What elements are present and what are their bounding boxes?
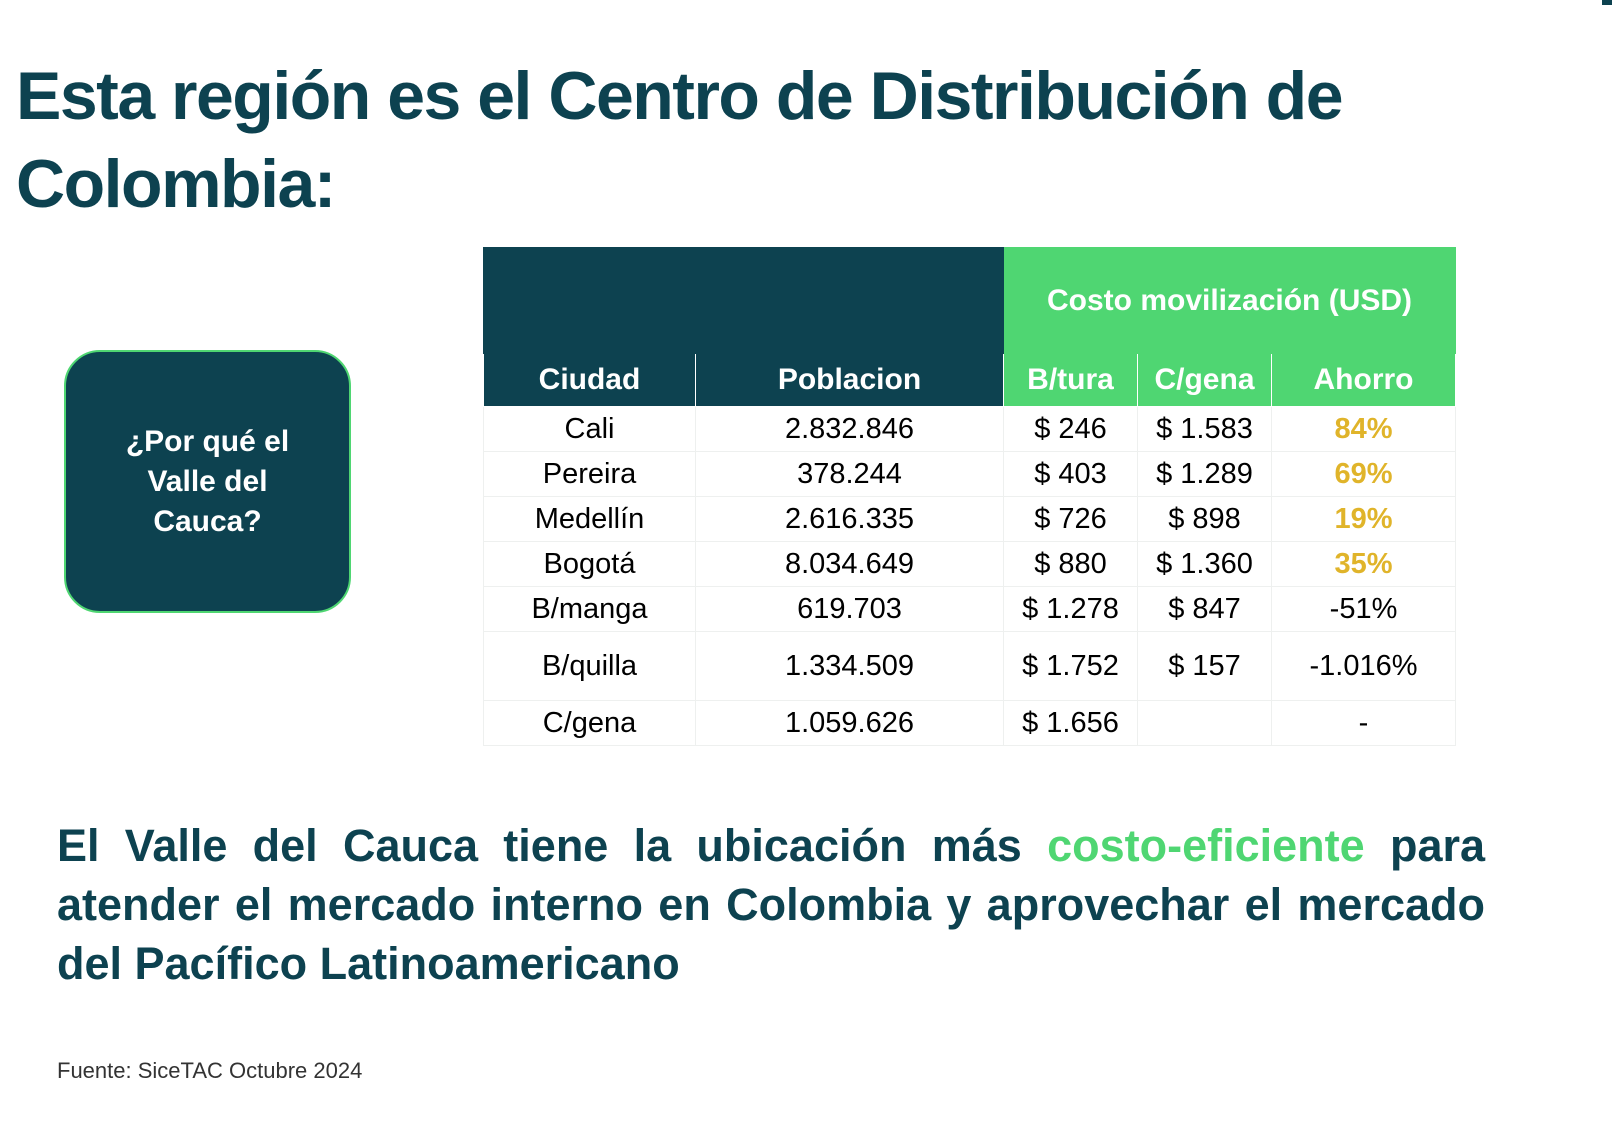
- question-box: ¿Por qué el Valle del Cauca?: [64, 350, 351, 613]
- cell-ahorro: -: [1270, 700, 1457, 746]
- table-row: Pereira 378.244 $ 403 $ 1.289 69%: [483, 451, 1457, 497]
- cell-poblacion: 619.703: [695, 586, 1004, 632]
- question-text: ¿Por qué el Valle del Cauca?: [125, 424, 290, 538]
- cell-cgena: $ 1.583: [1137, 406, 1272, 452]
- cell-cgena: $ 1.289: [1137, 451, 1272, 497]
- conclusion-part: El Valle del Cauca tiene la ubicación má…: [57, 820, 1048, 871]
- cell-ahorro: 19%: [1270, 496, 1457, 542]
- group-header: Costo movilización (USD): [1002, 247, 1457, 354]
- col-header-cgena: C/gena: [1137, 353, 1272, 407]
- col-header-btura: B/tura: [1003, 353, 1138, 407]
- cell-ciudad: Medellín: [483, 496, 696, 542]
- cell-ahorro: -1.016%: [1270, 631, 1457, 701]
- cell-cgena: [1137, 700, 1272, 746]
- cell-btura: $ 1.656: [1003, 700, 1138, 746]
- cell-btura: $ 403: [1003, 451, 1138, 497]
- cell-ahorro: -51%: [1270, 586, 1457, 632]
- cell-poblacion: 8.034.649: [695, 541, 1004, 587]
- conclusion-highlight: costo-eficiente: [1047, 820, 1365, 871]
- table-row: B/quilla 1.334.509 $ 1.752 $ 157 -1.016%: [483, 631, 1457, 701]
- cell-ahorro: 84%: [1270, 406, 1457, 452]
- cell-poblacion: 2.832.846: [695, 406, 1004, 452]
- table-row: Bogotá 8.034.649 $ 880 $ 1.360 35%: [483, 541, 1457, 587]
- cost-table: Costo movilización (USD) Ciudad Poblacio…: [483, 247, 1457, 746]
- col-header-ciudad: Ciudad: [483, 353, 696, 407]
- table-row: Medellín 2.616.335 $ 726 $ 898 19%: [483, 496, 1457, 542]
- table-row: B/manga 619.703 $ 1.278 $ 847 -51%: [483, 586, 1457, 632]
- cell-ahorro: 69%: [1270, 451, 1457, 497]
- cell-poblacion: 1.334.509: [695, 631, 1004, 701]
- page-title: Esta región es el Centro de Distribución…: [16, 58, 1344, 222]
- source-note: Fuente: SiceTAC Octubre 2024: [57, 1058, 363, 1083]
- conclusion-part: para atender el mercado interno en Colom…: [57, 820, 1486, 989]
- cell-ahorro: 35%: [1270, 541, 1457, 587]
- cell-poblacion: 378.244: [695, 451, 1004, 497]
- cell-cgena: $ 898: [1137, 496, 1272, 542]
- cell-poblacion: 1.059.626: [695, 700, 1004, 746]
- cell-ciudad: Cali: [483, 406, 696, 452]
- cell-ciudad: C/gena: [483, 700, 696, 746]
- table-row: C/gena 1.059.626 $ 1.656 -: [483, 700, 1457, 746]
- conclusion-text: El Valle del Cauca tiene la ubicación má…: [57, 816, 1485, 993]
- col-header-poblacion: Poblacion: [695, 353, 1004, 407]
- cell-btura: $ 246: [1003, 406, 1138, 452]
- corner-mark: [1602, 0, 1612, 5]
- cell-ciudad: B/manga: [483, 586, 696, 632]
- cell-cgena: $ 157: [1137, 631, 1272, 701]
- header-blank: [483, 247, 1004, 354]
- cell-btura: $ 726: [1003, 496, 1138, 542]
- cell-btura: $ 1.278: [1003, 586, 1138, 632]
- cell-btura: $ 1.752: [1003, 631, 1138, 701]
- cell-btura: $ 880: [1003, 541, 1138, 587]
- cell-cgena: $ 1.360: [1137, 541, 1272, 587]
- cell-poblacion: 2.616.335: [695, 496, 1004, 542]
- table-row: Cali 2.832.846 $ 246 $ 1.583 84%: [483, 406, 1457, 452]
- cell-ciudad: Pereira: [483, 451, 696, 497]
- cell-ciudad: Bogotá: [483, 541, 696, 587]
- col-header-ahorro: Ahorro: [1270, 353, 1457, 407]
- cell-ciudad: B/quilla: [483, 631, 696, 701]
- cell-cgena: $ 847: [1137, 586, 1272, 632]
